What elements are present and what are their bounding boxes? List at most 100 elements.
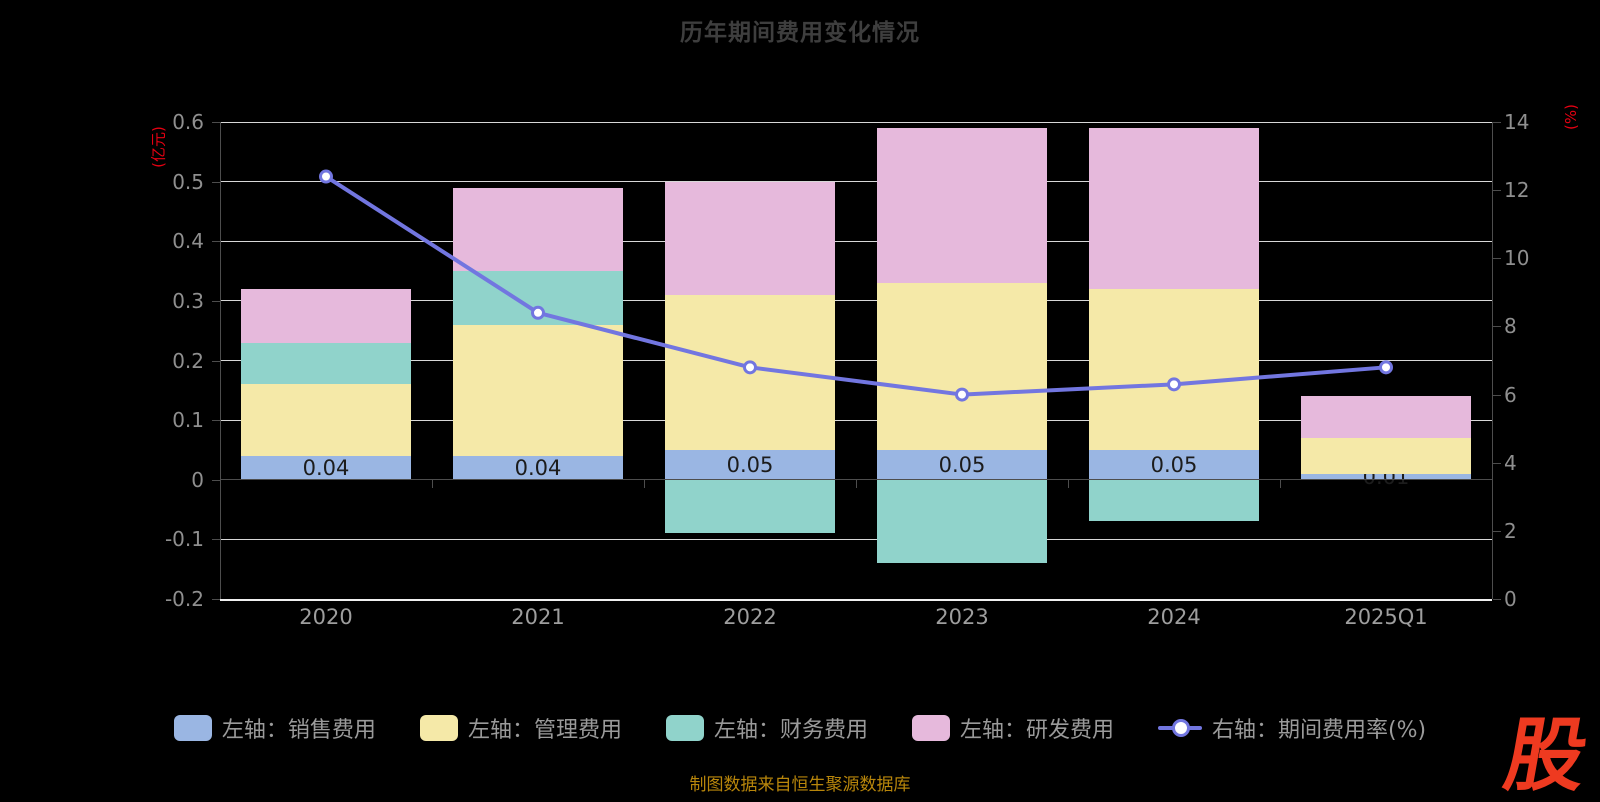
x-axis-label: 2021: [511, 605, 565, 629]
left-axis-tick-label: -0.2: [164, 587, 204, 611]
bar-value-label: 0.05: [1150, 452, 1198, 477]
bar-value-label: 0.05: [938, 452, 986, 477]
left-axis-tick: [212, 599, 220, 600]
right-axis-line: [1492, 122, 1493, 599]
bar-segment[interactable]: [241, 342, 411, 385]
gridline: [220, 181, 1492, 183]
bar-segment[interactable]: [665, 181, 835, 295]
left-axis-tick: [212, 241, 220, 243]
line-marker[interactable]: [1379, 360, 1393, 375]
right-axis-tick: [1493, 326, 1501, 328]
x-axis-label: 2023: [935, 605, 989, 629]
bar-segment[interactable]: [877, 282, 1047, 450]
left-axis-tick-label: -0.1: [164, 527, 204, 552]
gridline: [220, 360, 1492, 361]
bar-segment[interactable]: [453, 324, 623, 456]
left-axis-tick-label: 0.2: [172, 348, 204, 373]
legend: 左轴：销售费用 左轴：管理费用 左轴：财务费用 左轴：研发费用 右轴：期间费用率(%): [0, 712, 1600, 744]
bar-segment[interactable]: [1089, 449, 1259, 480]
legend-label: 左轴：财务费用: [713, 718, 868, 743]
category-axis-tick: [432, 479, 433, 488]
bar-segment[interactable]: [877, 449, 1047, 480]
bar-segment[interactable]: [665, 479, 835, 534]
line-series: [319, 169, 1393, 402]
bar-segment[interactable]: [241, 384, 411, 456]
bar-segment[interactable]: [877, 127, 1047, 283]
data-source-note: 制图数据来自恒生聚源数据库: [689, 775, 911, 795]
chart-title: 历年期间费用变化情况: [680, 20, 920, 46]
bar-segment[interactable]: [241, 288, 411, 343]
bar-segment[interactable]: [241, 455, 411, 480]
left-axis-tick: [212, 479, 220, 481]
left-axis-line: [220, 122, 221, 599]
legend-label: 左轴：研发费用: [959, 718, 1114, 743]
bar-segment[interactable]: [877, 479, 1047, 564]
bar-segment[interactable]: [1089, 127, 1259, 289]
gridline: [220, 419, 1492, 421]
x-axis-label: 2024: [1147, 605, 1201, 629]
bar-segment[interactable]: [1089, 479, 1259, 522]
gridline: [220, 300, 1492, 302]
right-axis-tick: [1493, 599, 1501, 600]
bar-segment[interactable]: [1301, 438, 1471, 474]
legend-item[interactable]: 左轴：财务费用: [665, 712, 868, 744]
line-marker[interactable]: [955, 387, 969, 402]
gridline: [220, 598, 1492, 601]
category-axis-tick: [220, 479, 221, 488]
legend-line-marker-icon: [1157, 715, 1202, 741]
line-marker[interactable]: [319, 169, 333, 184]
x-axis-label: 2020: [299, 605, 353, 629]
left-axis-tick: [212, 122, 220, 123]
brand-logo: 股: [1497, 709, 1595, 802]
category-axis-tick: [856, 479, 857, 488]
bar-segment[interactable]: [665, 449, 835, 480]
bar-segment[interactable]: [453, 455, 623, 480]
left-axis-tick: [212, 539, 220, 541]
right-axis-tick: [1493, 190, 1501, 192]
left-axis-tick: [212, 420, 220, 422]
legend-swatch: [173, 715, 212, 741]
right-axis-tick-label: 6: [1504, 382, 1517, 407]
bar-value-label: 0.05: [726, 452, 774, 477]
expense-ratio-line: [324, 174, 1387, 397]
right-axis-tick-label: 12: [1504, 178, 1530, 203]
x-axis-label: 2025Q1: [1344, 605, 1428, 629]
left-axis-tick-label: 0.6: [172, 110, 204, 134]
legend-label: 右轴：期间费用率(%): [1211, 718, 1427, 743]
legend-label: 左轴：销售费用: [221, 718, 376, 743]
legend-swatch: [911, 715, 950, 741]
legend-item[interactable]: 左轴：管理费用: [419, 712, 622, 744]
right-axis-tick: [1493, 394, 1501, 396]
bar-segment[interactable]: [1301, 473, 1471, 480]
line-marker[interactable]: [743, 360, 757, 375]
right-axis-tick-label: 8: [1504, 314, 1517, 339]
right-axis-tick: [1493, 122, 1501, 123]
gridline: [220, 121, 1492, 123]
right-axis-tick-label: 10: [1504, 246, 1530, 271]
left-axis-tick-label: 0.4: [172, 229, 204, 254]
line-marker[interactable]: [1167, 377, 1181, 392]
right-axis-tick: [1493, 462, 1501, 464]
right-axis-tick-label: 4: [1504, 450, 1517, 475]
right-axis-tick-label: 2: [1504, 518, 1517, 543]
bar-segment[interactable]: [1301, 396, 1471, 438]
left-axis-tick: [212, 360, 220, 362]
legend-label: 左轴：管理费用: [467, 718, 622, 743]
gridline: [220, 240, 1492, 242]
left-axis-tick-label: 0.3: [172, 288, 204, 313]
left-axis-tick-label: 0.1: [172, 408, 204, 433]
legend-item[interactable]: 右轴：期间费用率(%): [1157, 712, 1427, 744]
right-axis-tick: [1493, 530, 1501, 532]
gridline: [220, 538, 1492, 540]
legend-swatch: [665, 715, 704, 741]
line-marker[interactable]: [531, 305, 545, 320]
bar-value-label: 0.04: [302, 455, 350, 480]
right-axis-tick-label: 14: [1504, 110, 1530, 134]
legend-item[interactable]: 左轴：销售费用: [173, 712, 376, 744]
right-axis-tick: [1493, 258, 1501, 260]
bar-segment[interactable]: [453, 187, 623, 272]
legend-item[interactable]: 左轴：研发费用: [911, 712, 1114, 744]
category-axis-tick: [1492, 479, 1493, 488]
bar-segment[interactable]: [1089, 288, 1259, 450]
